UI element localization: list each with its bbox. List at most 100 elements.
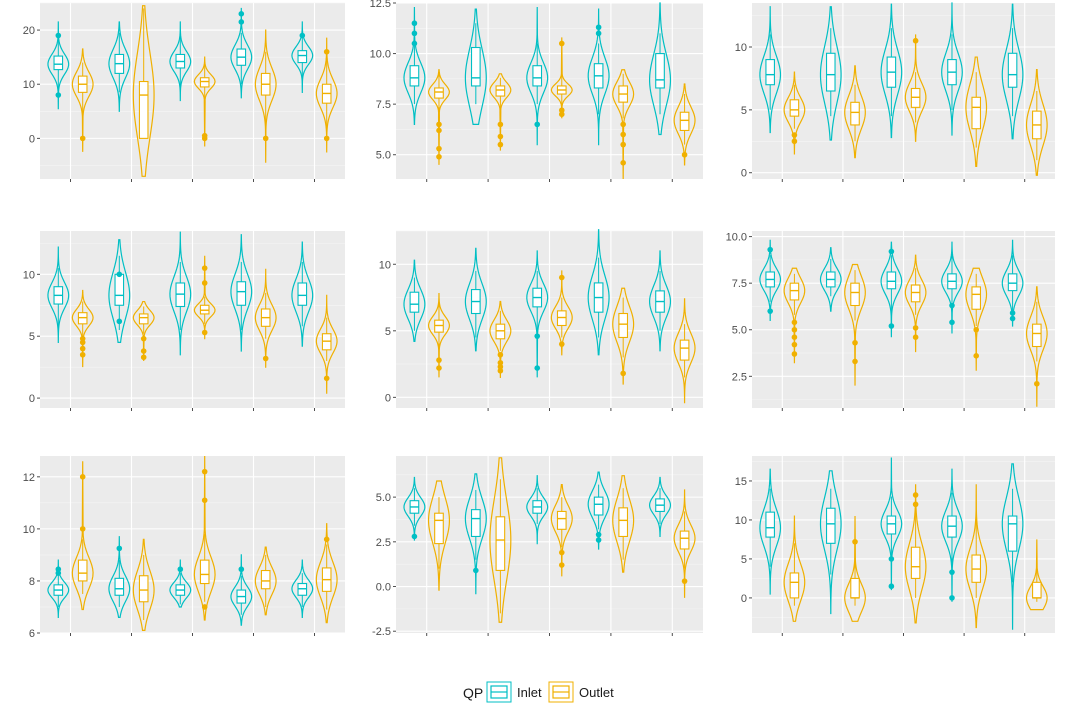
violin-outline bbox=[230, 554, 253, 626]
violin-outline bbox=[71, 461, 94, 611]
outlier-point bbox=[140, 348, 147, 354]
outlier-point bbox=[534, 121, 541, 128]
violin-outlet-abr bbox=[783, 267, 806, 364]
violin-outlet-lsp bbox=[904, 484, 927, 624]
violin-outline bbox=[1001, 239, 1024, 327]
box bbox=[1032, 323, 1042, 348]
panels: 0 10 20 5.0 7.5 10.0 12.5 0 5 10 0 5 10 0 5 10 2.5 5.0 7.5… bbox=[23, 0, 1055, 640]
y-tick-label: 7.5 bbox=[732, 278, 747, 290]
outlier-point bbox=[436, 153, 442, 160]
box bbox=[1007, 515, 1018, 552]
violin-outlet-wsp bbox=[1025, 286, 1048, 407]
box bbox=[825, 507, 836, 544]
box bbox=[971, 286, 982, 310]
violin-outline bbox=[819, 247, 842, 312]
y-tick-label: 7.5 bbox=[376, 99, 391, 111]
violin-outlet-dewats bbox=[844, 263, 866, 386]
violin-outlet-upf bbox=[965, 267, 988, 371]
box bbox=[236, 281, 247, 306]
violin-outline bbox=[230, 234, 253, 352]
violin-inlet-upf bbox=[587, 471, 610, 550]
violin-inlet-lsp bbox=[880, 3, 903, 139]
violin-outlet-wsp bbox=[673, 83, 696, 166]
y-tick-label: 2.5 bbox=[376, 537, 391, 549]
violin-inlet-abr bbox=[403, 7, 426, 125]
box bbox=[138, 575, 149, 603]
violin-inlet-lsp bbox=[526, 7, 549, 146]
box bbox=[679, 339, 690, 361]
violin-inlet-abr bbox=[759, 6, 782, 134]
box bbox=[138, 313, 149, 325]
outlier-point bbox=[973, 353, 980, 359]
outlier-point bbox=[558, 562, 565, 568]
panel-log-po4: -2.5 0.0 2.5 5.0 bbox=[372, 456, 703, 638]
violin-outline bbox=[1025, 286, 1048, 407]
outlier-point bbox=[55, 570, 62, 576]
box bbox=[297, 50, 308, 64]
y-tick-label: 0 bbox=[29, 133, 35, 145]
outlier-point bbox=[620, 141, 626, 148]
violin-outline bbox=[108, 21, 131, 112]
outlier-point bbox=[79, 345, 86, 352]
outlier-point bbox=[79, 526, 86, 532]
violin-inlet-upf bbox=[230, 554, 253, 626]
box bbox=[825, 52, 836, 92]
box bbox=[470, 509, 481, 538]
violin-inlet-abr bbox=[403, 259, 426, 343]
legend-label-outlet: Outlet bbox=[579, 685, 614, 700]
outlier-point bbox=[201, 265, 208, 271]
violin-outline bbox=[169, 21, 192, 102]
panel-ph: 6 8 10 12 bbox=[23, 455, 345, 640]
outlier-point bbox=[534, 365, 541, 371]
outlier-point bbox=[912, 325, 919, 331]
y-tick-label: 5 bbox=[741, 105, 747, 117]
box bbox=[409, 65, 420, 87]
violin-inlet-lsp bbox=[526, 475, 549, 545]
outlier-point bbox=[79, 335, 86, 342]
outlier-point bbox=[436, 145, 442, 152]
violin-outline bbox=[291, 241, 314, 347]
violin-inlet-wsp bbox=[648, 2, 672, 136]
violin-outlet-dewats bbox=[489, 73, 512, 151]
violin-outlet-dewats bbox=[489, 457, 512, 623]
outlier-point bbox=[238, 566, 245, 573]
violin-outlet-wsp bbox=[315, 37, 338, 153]
violin-outline bbox=[673, 489, 696, 598]
box bbox=[910, 284, 921, 303]
outlier-point bbox=[497, 363, 504, 370]
violin-outlet-abr bbox=[427, 292, 451, 378]
outlier-point bbox=[497, 121, 504, 128]
box bbox=[199, 559, 210, 585]
violin-outline bbox=[193, 455, 216, 621]
outlier-point bbox=[791, 138, 798, 145]
violin-outlet-upf bbox=[254, 268, 277, 368]
outlier-point bbox=[949, 569, 955, 575]
violin-inlet-lsp bbox=[169, 21, 192, 102]
outlier-point bbox=[888, 556, 895, 562]
y-tick-label: 0 bbox=[29, 393, 35, 405]
violin-outlet-abr bbox=[71, 48, 94, 152]
violin-outlet-abr bbox=[783, 71, 806, 155]
legend-title: QP bbox=[463, 685, 483, 701]
outlier-point bbox=[201, 604, 208, 610]
outlier-point bbox=[473, 567, 479, 574]
violin-inlet-dewats bbox=[819, 470, 842, 615]
violin-outline bbox=[132, 5, 155, 177]
violin-outline bbox=[1025, 69, 1048, 176]
y-tick-label: 10 bbox=[23, 269, 35, 281]
box bbox=[910, 546, 921, 579]
violin-inlet-abr bbox=[759, 468, 782, 595]
outlier-point bbox=[595, 24, 602, 31]
violin-outline bbox=[1001, 3, 1024, 140]
outlier-point bbox=[595, 531, 602, 538]
violin-outlet-upf bbox=[254, 546, 277, 616]
outlier-point bbox=[620, 131, 626, 138]
y-tick-label: 10 bbox=[379, 259, 391, 271]
violin-outlet-lsp bbox=[550, 484, 573, 577]
violin-outline bbox=[844, 65, 866, 159]
violin-outlet-abr bbox=[427, 480, 451, 591]
y-tick-label: 0.0 bbox=[376, 582, 391, 594]
outlier-point bbox=[497, 133, 504, 140]
outlier-point bbox=[1009, 310, 1016, 316]
violin-inlet-lsp bbox=[880, 457, 903, 591]
